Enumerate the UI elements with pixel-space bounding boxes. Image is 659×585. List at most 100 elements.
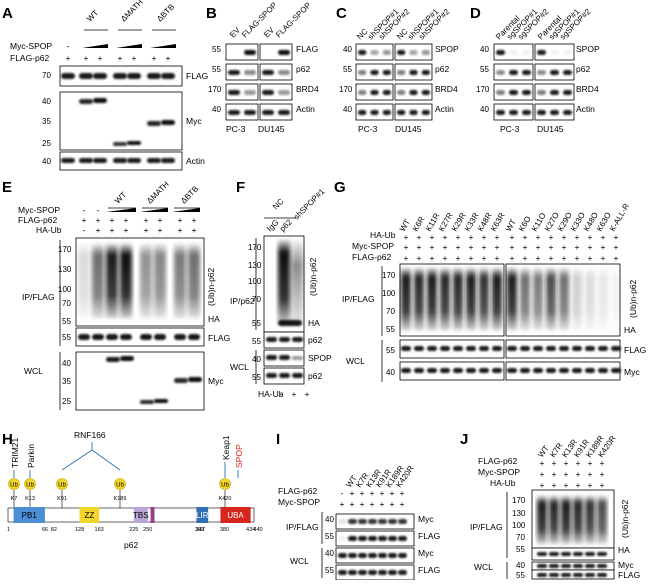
g-sign-ha: + [443, 232, 448, 242]
e-band-flag [174, 334, 186, 340]
b-blots-box [259, 43, 293, 61]
i-row-flag-p62: FLAG-p62 [278, 486, 317, 496]
g-sign-flag: + [549, 253, 554, 263]
e-flag-sign: + [124, 215, 129, 225]
i-band [338, 519, 347, 524]
b-blots-band [228, 110, 240, 115]
g-side-wcl: WCL [346, 356, 365, 366]
j-mw-40: 40 [516, 561, 525, 570]
j-band-flag [537, 573, 547, 577]
a-band-actin [127, 158, 141, 163]
j-lane-label: WT [536, 444, 551, 459]
f-band-p62 [266, 337, 277, 342]
e-row-flag-p62: FLAG-p62 [18, 215, 57, 225]
i-flag-sign: - [341, 488, 344, 498]
g-band-flag [533, 346, 543, 351]
i-side-ip: IP/FLAG [286, 522, 319, 532]
i-band [338, 536, 347, 541]
g-smear [414, 268, 424, 330]
h-domain-label: PB1 [22, 511, 38, 520]
a-band-flag [161, 73, 175, 79]
d-cell-du145: DU145 [537, 124, 564, 134]
g-ha-label: HA [624, 325, 636, 335]
panel-f: F NC shSPOP#1 IgG p62 IP/p62 WCL (Ub)n-p… [230, 179, 332, 399]
f-band-ha [278, 320, 302, 326]
d-blots-band [522, 70, 531, 75]
g-smear [611, 268, 621, 330]
b-blots-box [225, 83, 259, 101]
h-ub-icon [219, 478, 231, 490]
a-band-myc-dm1 [113, 142, 127, 146]
j-side-wcl: WCL [474, 562, 493, 572]
c-blots-band [397, 110, 406, 115]
i-myc-sign: + [360, 499, 365, 509]
panel-j: J FLAG-p62 Myc-SPOP HA-Ub WTK7RK13RK91RK… [460, 431, 640, 580]
i-band [358, 553, 367, 558]
g-ub-label: (Ub)n-p62 [628, 279, 638, 318]
g-sign-flag: + [588, 253, 593, 263]
g-band-flag [427, 346, 437, 351]
d-mw-4: 40 [480, 105, 489, 114]
a-bands [61, 73, 175, 163]
c-mw-3: 170 [339, 85, 353, 94]
j-sign: + [588, 480, 593, 490]
d-blots-band [496, 50, 505, 55]
d-blots-band [563, 90, 572, 95]
d-blots-band [563, 70, 572, 75]
i-band [348, 519, 357, 524]
a-mw-25: 25 [42, 139, 51, 148]
h-ub-icon [8, 478, 20, 490]
e-myc-label: Myc [208, 376, 224, 386]
i-band [348, 536, 357, 541]
g-smear [546, 268, 556, 330]
j-sign: + [540, 469, 545, 479]
i-band [398, 536, 407, 541]
g-mw-70: 70 [386, 307, 395, 316]
e-mw-35: 35 [62, 377, 71, 386]
e-band-myc-db2 [188, 377, 202, 382]
g-bands [401, 268, 621, 373]
e-band-flag [140, 334, 152, 340]
h-pos-label: 225 [129, 527, 138, 533]
g-sign-myc: + [575, 242, 580, 252]
d-blots-band [496, 90, 505, 95]
g-band-flag [453, 346, 463, 351]
e-mw-25: 25 [62, 397, 71, 406]
j-band-flag [561, 573, 571, 577]
d-blots-band [563, 50, 572, 55]
g-smear [479, 268, 489, 330]
g-blot-flag-left [399, 339, 505, 359]
i-band [338, 553, 347, 558]
b-cell-du145: DU145 [258, 124, 285, 134]
b-mw-4: 40 [212, 105, 221, 114]
j-band-flag [549, 573, 559, 577]
g-smear [559, 268, 569, 330]
g-smear [440, 268, 450, 330]
i-flag-sign: + [400, 488, 405, 498]
g-band-myc [466, 368, 476, 373]
g-sign-flag: + [536, 253, 541, 263]
i-flag-sign: + [350, 488, 355, 498]
a-band-flag [93, 73, 107, 79]
g-sign-ha: + [469, 232, 474, 242]
panel-letter-e: E [2, 179, 12, 196]
g-sign-myc: + [456, 242, 461, 252]
c-blots-band [397, 70, 406, 75]
b-blots-band [262, 90, 274, 95]
j-sign: + [564, 458, 569, 468]
j-ha-label: HA [618, 545, 630, 555]
i-flag-sign: + [360, 488, 365, 498]
e-smear [174, 244, 186, 318]
j-smear [537, 496, 547, 544]
f-label-p62: p62 [308, 335, 322, 345]
g-mw-wcl-55: 55 [386, 346, 395, 355]
d-label-brd4: BRD4 [576, 84, 599, 94]
j-row-myc-spop: Myc-SPOP [478, 467, 520, 477]
g-sign-flag: + [404, 253, 409, 263]
i-band [398, 519, 407, 524]
h-pos-label: 128 [75, 527, 84, 533]
j-bands [537, 496, 607, 577]
j-band-flag [573, 573, 583, 577]
i-band [338, 570, 347, 575]
